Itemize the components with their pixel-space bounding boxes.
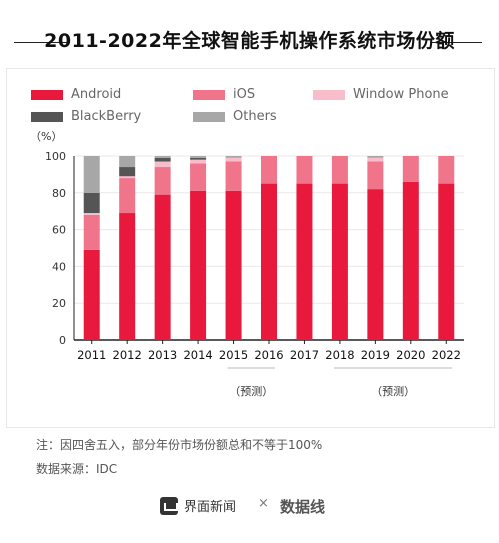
bar-ios-2015: [225, 161, 242, 191]
y-tick-label: 40: [52, 260, 66, 273]
brand-partner-logo: 数据线: [280, 498, 326, 516]
bars: [83, 156, 455, 340]
x-tick-label: 2022: [432, 348, 461, 362]
bar-others-2014: [190, 156, 207, 158]
y-tick-label: 0: [59, 334, 66, 347]
jiemian-logo-icon: [160, 496, 178, 515]
forecast-label: （预测）: [229, 385, 273, 398]
x-tick-label: 2019: [361, 348, 390, 362]
bar-blackberry-2013: [154, 157, 171, 162]
bar-blackberry-2011: [83, 192, 100, 214]
bar-window-phone-2014: [190, 159, 207, 164]
bar-android-2015: [225, 190, 242, 340]
bar-android-2011: [83, 249, 100, 340]
bar-window-phone-2012: [119, 176, 136, 179]
bar-android-2012: [119, 213, 136, 340]
legend-label-window-phone: Window Phone: [353, 87, 449, 102]
bar-android-2014: [190, 190, 207, 340]
bar-ios-2020: [402, 156, 419, 182]
bar-others-2015: [225, 156, 242, 158]
x-tick-label: 2013: [148, 348, 177, 362]
legend-label-ios: iOS: [233, 87, 256, 102]
bar-ios-2018: [331, 156, 348, 184]
bar-android-2016: [261, 183, 277, 340]
legend-item-blackberry: BlackBerry: [31, 109, 141, 124]
x-tick-label: 2020: [396, 348, 425, 362]
bar-ios-2011: [83, 214, 100, 250]
bar-ios-2017: [296, 156, 313, 184]
bar-window-phone-2013: [154, 161, 171, 168]
data-source: 数据来源：IDC: [36, 462, 118, 476]
bar-window-phone-2011: [83, 213, 100, 215]
legend-label-others: Others: [233, 109, 277, 124]
chart-title: 2011-2022年全球智能手机操作系统市场份额: [44, 30, 455, 52]
bar-others-2012: [119, 156, 136, 168]
axes: 0 20 40 60 80 100 2011 2012 2013 2014 2015 2016 2017…: [45, 150, 461, 398]
y-tick-label: 60: [52, 224, 66, 237]
brand-separator: ×: [258, 496, 269, 511]
bar-android-2022: [438, 183, 455, 340]
bar-window-phone-2019: [367, 157, 384, 162]
y-tick-label: 80: [52, 187, 66, 200]
footnote: 注：因四舍五入，部分年份市场份额总和不等于100%: [36, 438, 323, 452]
title-bar: 2011-2022年全球智能手机操作系统市场份额: [0, 0, 499, 72]
x-tick-label: 2014: [183, 348, 212, 362]
legend-item-others: Others: [193, 109, 277, 124]
forecast-label: （预测）: [371, 385, 415, 398]
bar-window-phone-2015: [225, 157, 242, 162]
x-tick-label: 2018: [325, 348, 354, 362]
x-tick-label: 2017: [290, 348, 319, 362]
bar-ios-2022: [438, 156, 455, 184]
x-tick-label: 2012: [113, 348, 142, 362]
bar-others-2013: [154, 156, 171, 158]
x-tick-label: 2016: [254, 348, 283, 362]
legend-item-window-phone: Window Phone: [313, 87, 449, 102]
legend-swatch-android: [31, 89, 63, 100]
bar-blackberry-2012: [119, 167, 136, 177]
bar-ios-2014: [190, 163, 207, 191]
legend-label-android: Android: [71, 87, 122, 102]
y-axis-unit-label: （%）: [30, 130, 62, 143]
bar-android-2013: [154, 194, 171, 340]
stacked-bar-chart: 0 20 40 60 80 100 2011 2012 2013 2014 2015 2016 2017…: [30, 130, 464, 398]
bar-ios-2013: [154, 167, 171, 195]
bar-ios-2019: [367, 161, 384, 190]
legend-swatch-others: [193, 111, 225, 122]
legend-swatch-window-phone: [313, 89, 345, 100]
bar-others-2011: [83, 156, 100, 193]
x-tick-label: 2015: [219, 348, 248, 362]
bar-android-2017: [296, 183, 313, 340]
legend-item-ios: iOS: [193, 87, 255, 102]
legend-swatch-blackberry: [31, 111, 63, 122]
bar-ios-2012: [119, 178, 136, 214]
brand-jiemian: 界面新闻: [160, 496, 236, 515]
bar-others-2019: [367, 156, 384, 158]
title-background: [70, 26, 430, 58]
brand-name: 界面新闻: [184, 500, 237, 515]
bar-android-2019: [367, 189, 384, 340]
legend-swatch-ios: [193, 89, 225, 100]
y-tick-label: 20: [52, 297, 66, 310]
x-tick-label: 2011: [77, 348, 106, 362]
bar-android-2020: [402, 181, 419, 340]
legend-label-blackberry: BlackBerry: [71, 109, 142, 124]
bar-blackberry-2014: [190, 157, 207, 160]
bar-ios-2016: [261, 156, 277, 184]
y-tick-label: 100: [45, 150, 66, 163]
legend-item-android: Android: [31, 87, 121, 102]
bar-android-2018: [331, 183, 348, 340]
branding: 界面新闻 × 数据线: [0, 496, 499, 520]
